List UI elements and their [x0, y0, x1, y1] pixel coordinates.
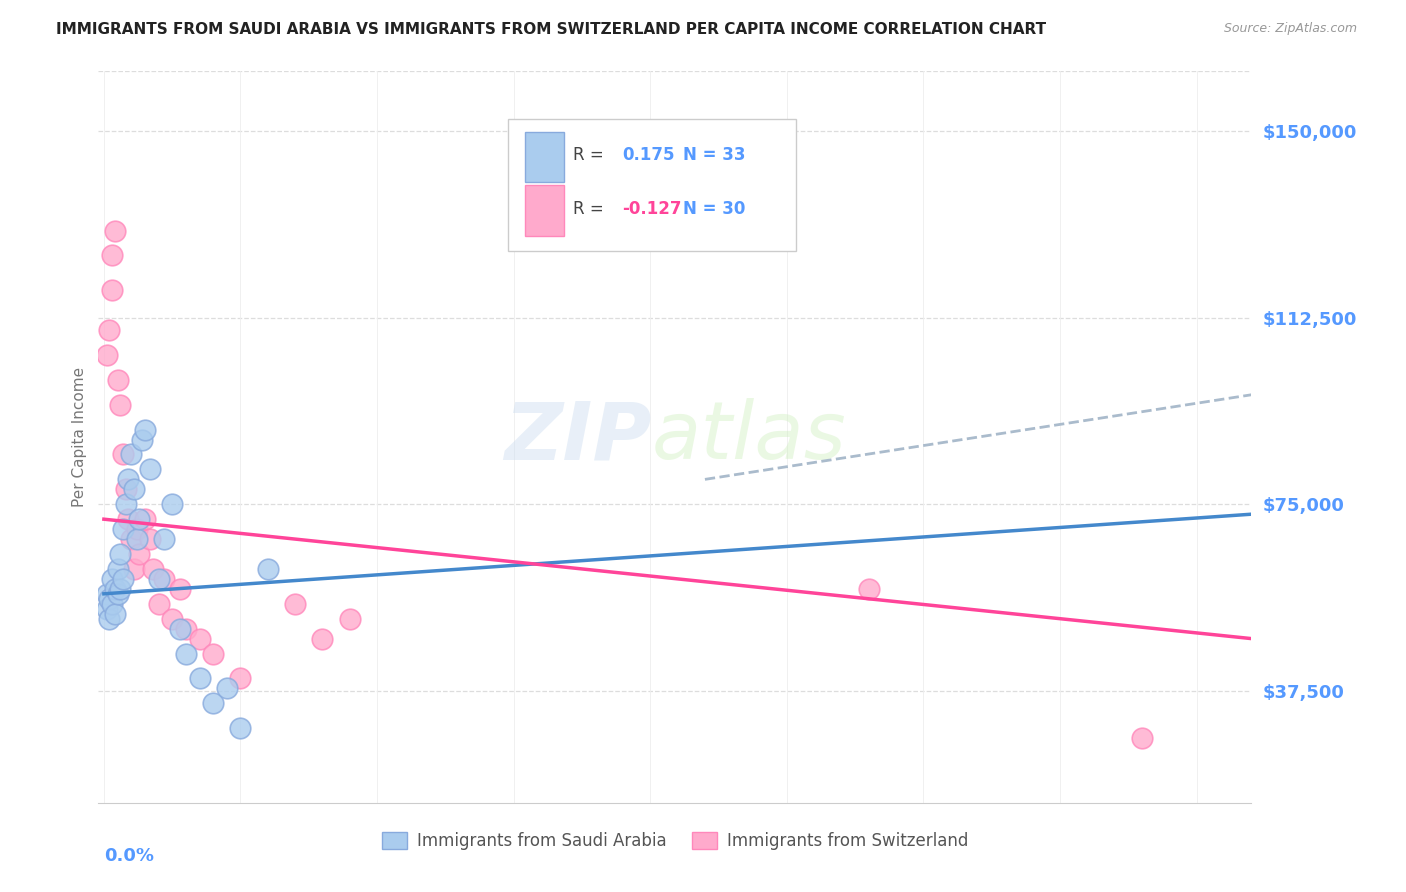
- Point: [131, 433, 153, 447]
- Point: [111, 448, 134, 462]
- Point: [311, 632, 333, 646]
- Point: [858, 582, 880, 596]
- Point: [107, 587, 129, 601]
- Point: [114, 483, 136, 497]
- Point: [160, 497, 183, 511]
- FancyBboxPatch shape: [508, 119, 796, 251]
- FancyBboxPatch shape: [524, 132, 564, 182]
- Point: [98, 323, 121, 337]
- Text: ZIP: ZIP: [505, 398, 652, 476]
- Point: [101, 283, 124, 297]
- Text: 0.175: 0.175: [621, 146, 675, 164]
- Point: [142, 562, 165, 576]
- Point: [101, 597, 124, 611]
- Point: [174, 647, 197, 661]
- Point: [128, 547, 150, 561]
- Point: [110, 582, 132, 596]
- Text: 0.0%: 0.0%: [104, 847, 153, 864]
- Point: [125, 532, 148, 546]
- Point: [339, 612, 361, 626]
- Point: [117, 472, 139, 486]
- Point: [111, 572, 134, 586]
- Point: [120, 532, 142, 546]
- Point: [114, 497, 136, 511]
- Point: [188, 632, 211, 646]
- Point: [96, 601, 118, 615]
- Point: [215, 681, 238, 696]
- Point: [169, 622, 191, 636]
- Point: [202, 696, 225, 710]
- Point: [284, 597, 307, 611]
- Point: [134, 423, 156, 437]
- Point: [153, 572, 176, 586]
- Point: [153, 532, 176, 546]
- Point: [139, 532, 162, 546]
- Point: [125, 522, 148, 536]
- Point: [104, 224, 127, 238]
- FancyBboxPatch shape: [524, 186, 564, 235]
- Point: [98, 612, 121, 626]
- Point: [101, 248, 124, 262]
- Point: [117, 512, 139, 526]
- Text: atlas: atlas: [652, 398, 846, 476]
- Point: [122, 562, 145, 576]
- Point: [104, 582, 127, 596]
- Point: [101, 572, 124, 586]
- Text: IMMIGRANTS FROM SAUDI ARABIA VS IMMIGRANTS FROM SWITZERLAND PER CAPITA INCOME CO: IMMIGRANTS FROM SAUDI ARABIA VS IMMIGRAN…: [56, 22, 1046, 37]
- Text: -0.127: -0.127: [621, 200, 682, 218]
- Y-axis label: Per Capita Income: Per Capita Income: [72, 367, 87, 508]
- Point: [107, 373, 129, 387]
- Point: [169, 582, 191, 596]
- Point: [134, 512, 156, 526]
- Point: [122, 483, 145, 497]
- Point: [96, 587, 118, 601]
- Point: [110, 547, 132, 561]
- Text: R =: R =: [574, 146, 609, 164]
- Legend: Immigrants from Saudi Arabia, Immigrants from Switzerland: Immigrants from Saudi Arabia, Immigrants…: [375, 825, 974, 856]
- Point: [229, 672, 252, 686]
- Point: [202, 647, 225, 661]
- Point: [96, 348, 118, 362]
- Point: [128, 512, 150, 526]
- Text: R =: R =: [574, 200, 609, 218]
- Point: [139, 462, 162, 476]
- Text: Source: ZipAtlas.com: Source: ZipAtlas.com: [1223, 22, 1357, 36]
- Point: [148, 597, 170, 611]
- Point: [104, 607, 127, 621]
- Text: N = 33: N = 33: [683, 146, 745, 164]
- Point: [174, 622, 197, 636]
- Point: [1130, 731, 1153, 745]
- Point: [160, 612, 183, 626]
- Point: [120, 448, 142, 462]
- Point: [256, 562, 278, 576]
- Point: [148, 572, 170, 586]
- Point: [110, 398, 132, 412]
- Point: [107, 562, 129, 576]
- Point: [111, 522, 134, 536]
- Point: [188, 672, 211, 686]
- Point: [98, 591, 121, 606]
- Point: [229, 721, 252, 735]
- Text: N = 30: N = 30: [683, 200, 745, 218]
